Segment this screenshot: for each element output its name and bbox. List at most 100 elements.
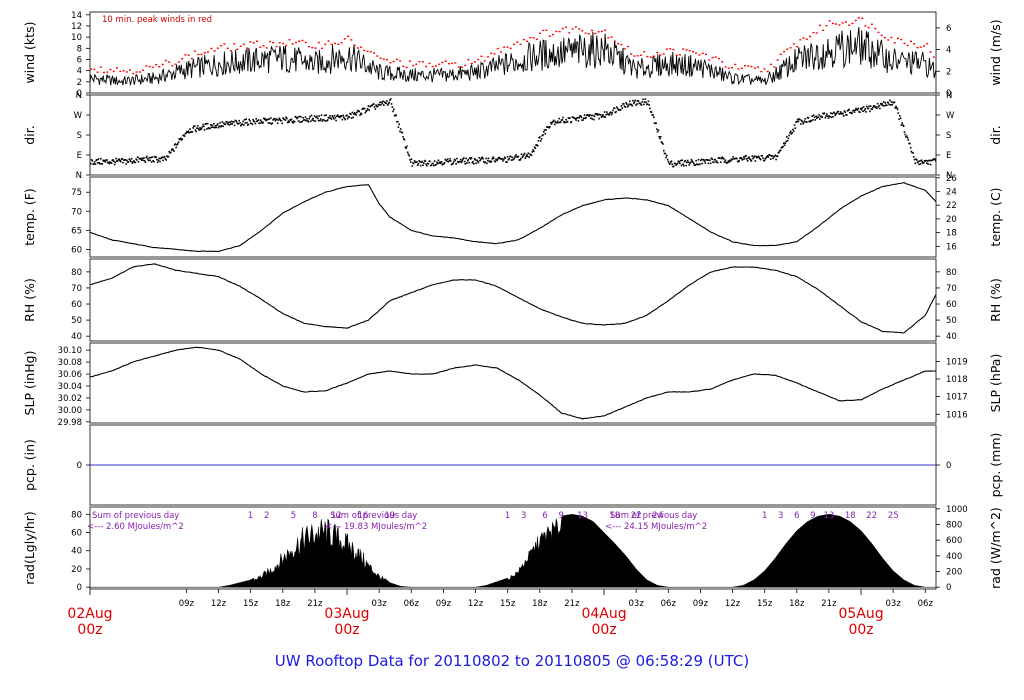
wind-dir-point	[459, 158, 462, 161]
wind-dir-point	[230, 123, 232, 125]
wind-peak-mark	[792, 43, 795, 45]
wind-peak-mark	[288, 39, 291, 41]
wind-dir-point	[315, 116, 317, 119]
wind-dir-point	[625, 102, 627, 104]
wind-dir-point	[797, 120, 800, 123]
wind-dir-point	[368, 109, 370, 111]
wind-dir-point	[613, 107, 616, 110]
wind-dir-point	[579, 115, 582, 117]
wind-dir-point	[477, 161, 480, 164]
wind-peak-mark	[773, 66, 776, 68]
wind-dir-point	[537, 140, 540, 142]
wind-dir-point	[282, 117, 284, 119]
wind-dir-point	[723, 161, 726, 163]
wind-dir-point	[670, 160, 673, 162]
wind-dir-point	[720, 157, 723, 160]
wind-peak-mark	[519, 43, 522, 46]
wind-peak-mark	[822, 29, 825, 31]
wind-peak-mark	[207, 51, 210, 53]
wind-dir-point	[267, 122, 270, 124]
wind-dir-point	[759, 158, 762, 161]
wind-dir-point	[775, 158, 777, 161]
wind-dir-point	[465, 157, 467, 160]
wind-peak-mark	[548, 35, 551, 37]
wind-peak-mark	[493, 53, 496, 55]
wind-dir-point	[224, 123, 227, 126]
wind-dir-point	[800, 119, 803, 122]
wind-dir-point	[318, 115, 320, 117]
dir-ylabel-right: dir.	[988, 125, 1003, 144]
wind-dir-point	[897, 112, 900, 114]
wind-dir-point	[446, 158, 449, 160]
wind-dir-point	[629, 100, 631, 103]
wind-dir-point	[143, 159, 146, 162]
wind-dir-point	[221, 121, 224, 123]
wind-peak-mark	[444, 60, 447, 62]
wind-peak-mark	[770, 63, 773, 66]
wind-dir-point	[257, 119, 260, 121]
wind-dir-point	[601, 115, 603, 118]
wind-peak-mark	[532, 37, 535, 39]
wind-dir-point	[205, 123, 207, 125]
rh-left-tick-label: 80	[71, 268, 82, 278]
wind-peak-mark	[812, 31, 815, 34]
wind-peak-mark	[311, 47, 314, 49]
wind-dir-point	[821, 116, 823, 118]
wind-dir-point	[829, 115, 831, 118]
wind-dir-point	[392, 110, 394, 113]
wind-peak-mark	[692, 50, 694, 53]
wind-dir-point	[383, 104, 385, 106]
wind-peak-mark	[353, 44, 356, 46]
wind-dir-point	[532, 149, 534, 151]
rad-left-tick-label: 0	[77, 583, 82, 593]
wind-peak-mark	[665, 48, 668, 50]
wind-dir-point	[398, 123, 400, 126]
wind-dir-point	[619, 109, 621, 111]
wind-peak-mark	[272, 42, 275, 44]
wind-dir-point	[213, 126, 216, 129]
wind-dir-point	[857, 107, 860, 110]
wind-dir-point	[353, 113, 355, 115]
rad-right-tick-label: 1000	[946, 505, 968, 515]
wind-peak-mark	[142, 69, 145, 71]
wind-dir-point	[743, 158, 746, 160]
wind-dir-point	[850, 111, 853, 114]
wind-dir-point	[869, 105, 872, 107]
wind-dir-point	[873, 105, 876, 107]
wind-dir-point	[888, 103, 890, 106]
wind-dir-point	[896, 107, 898, 109]
wind-dir-point	[724, 159, 727, 162]
wind-dir-point	[559, 121, 562, 123]
wind-dir-point	[429, 160, 431, 163]
temp-left-tick-label: 70	[71, 207, 82, 217]
wind-dir-point	[439, 162, 442, 165]
wind-dir-point	[544, 133, 547, 135]
wind-dir-point	[163, 155, 166, 158]
rad-ylabel-right: rad (W/m^2)	[988, 507, 1003, 589]
wind-dir-point	[570, 120, 573, 123]
wind-dir-point	[786, 140, 789, 142]
wind-dir-point	[755, 155, 757, 158]
wind-dir-point	[146, 155, 148, 158]
wind-peak-mark	[265, 47, 268, 49]
wind-dir-point	[415, 161, 417, 163]
wind-dir-point	[540, 138, 543, 140]
rad-hour-mark: 1	[248, 511, 253, 521]
wind-dir-point	[829, 112, 832, 114]
wind-dir-point	[220, 125, 222, 128]
wind-dir-point	[526, 153, 528, 156]
wind-dir-point	[666, 154, 668, 157]
wind-dir-point	[660, 141, 663, 143]
wind-dir-point	[596, 114, 599, 116]
wind-peak-mark	[500, 51, 502, 53]
day-time-label: 00z	[77, 622, 102, 638]
wind-dir-point	[726, 161, 729, 164]
wind-dir-point	[709, 162, 712, 165]
x-tick-label: 15z	[757, 599, 773, 609]
wind-dir-point	[680, 164, 683, 167]
wind-dir-point	[158, 157, 160, 160]
wind-dir-point	[382, 100, 384, 103]
wind-dir-point	[792, 130, 795, 132]
wind-dir-point	[365, 110, 367, 112]
wind-dir-point	[621, 107, 623, 109]
